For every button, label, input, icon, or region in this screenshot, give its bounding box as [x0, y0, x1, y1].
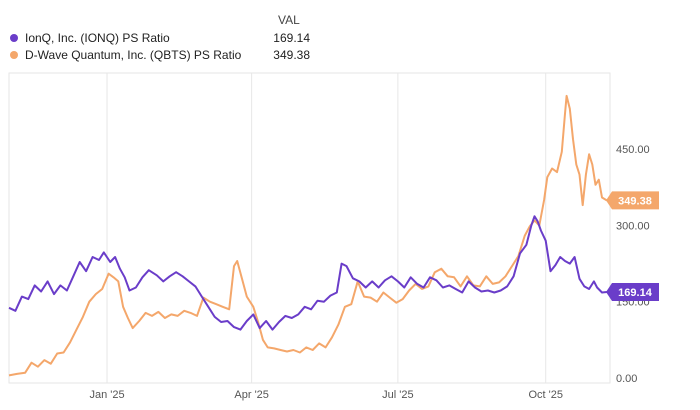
end-label-badge: [606, 191, 659, 210]
legend-item-ionq-value: 169.14: [273, 31, 310, 45]
legend-item-qbts-label: D-Wave Quantum, Inc. (QBTS) PS Ratio: [25, 48, 242, 62]
x-tick-label: Jul '25: [382, 389, 413, 401]
series-line-ionq[interactable]: [8, 215, 607, 331]
y-tick-label: 0.00: [616, 373, 637, 385]
y-tick-label: 300.00: [616, 220, 650, 232]
legend-item-qbts-value: 349.38: [273, 48, 310, 62]
legend-value-header: VAL: [278, 13, 300, 27]
legend-item-ionq-label: IonQ, Inc. (IONQ) PS Ratio: [25, 31, 170, 45]
end-label-value: 349.38: [618, 195, 652, 207]
ionq-series-dot-icon: [10, 34, 18, 42]
x-axis-tick-labels: Jan '25 Apr '25 Jul '25 Oct '25: [89, 389, 563, 401]
end-label-value: 169.14: [618, 287, 653, 299]
x-tick-label: Jan '25: [89, 389, 124, 401]
legend: VAL IonQ, Inc. (IONQ) PS Ratio 169.14 D-…: [0, 0, 700, 66]
x-tick-label: Apr '25: [234, 389, 269, 401]
plot-grid: [106, 73, 547, 383]
x-tick-label: Oct '25: [528, 389, 563, 401]
legend-item-qbts[interactable]: D-Wave Quantum, Inc. (QBTS) PS Ratio 349…: [10, 47, 310, 63]
series-lines: [8, 94, 608, 377]
qbts-series-dot-icon: [10, 51, 18, 59]
series-line-qbts[interactable]: [8, 94, 608, 377]
series-end-labels: 169.14 349.38: [606, 191, 659, 301]
plot-frame: [8, 72, 611, 384]
end-label-badge: [606, 282, 659, 301]
y-tick-label: 450.00: [616, 144, 650, 156]
legend-item-ionq[interactable]: IonQ, Inc. (IONQ) PS Ratio 169.14: [10, 30, 310, 46]
